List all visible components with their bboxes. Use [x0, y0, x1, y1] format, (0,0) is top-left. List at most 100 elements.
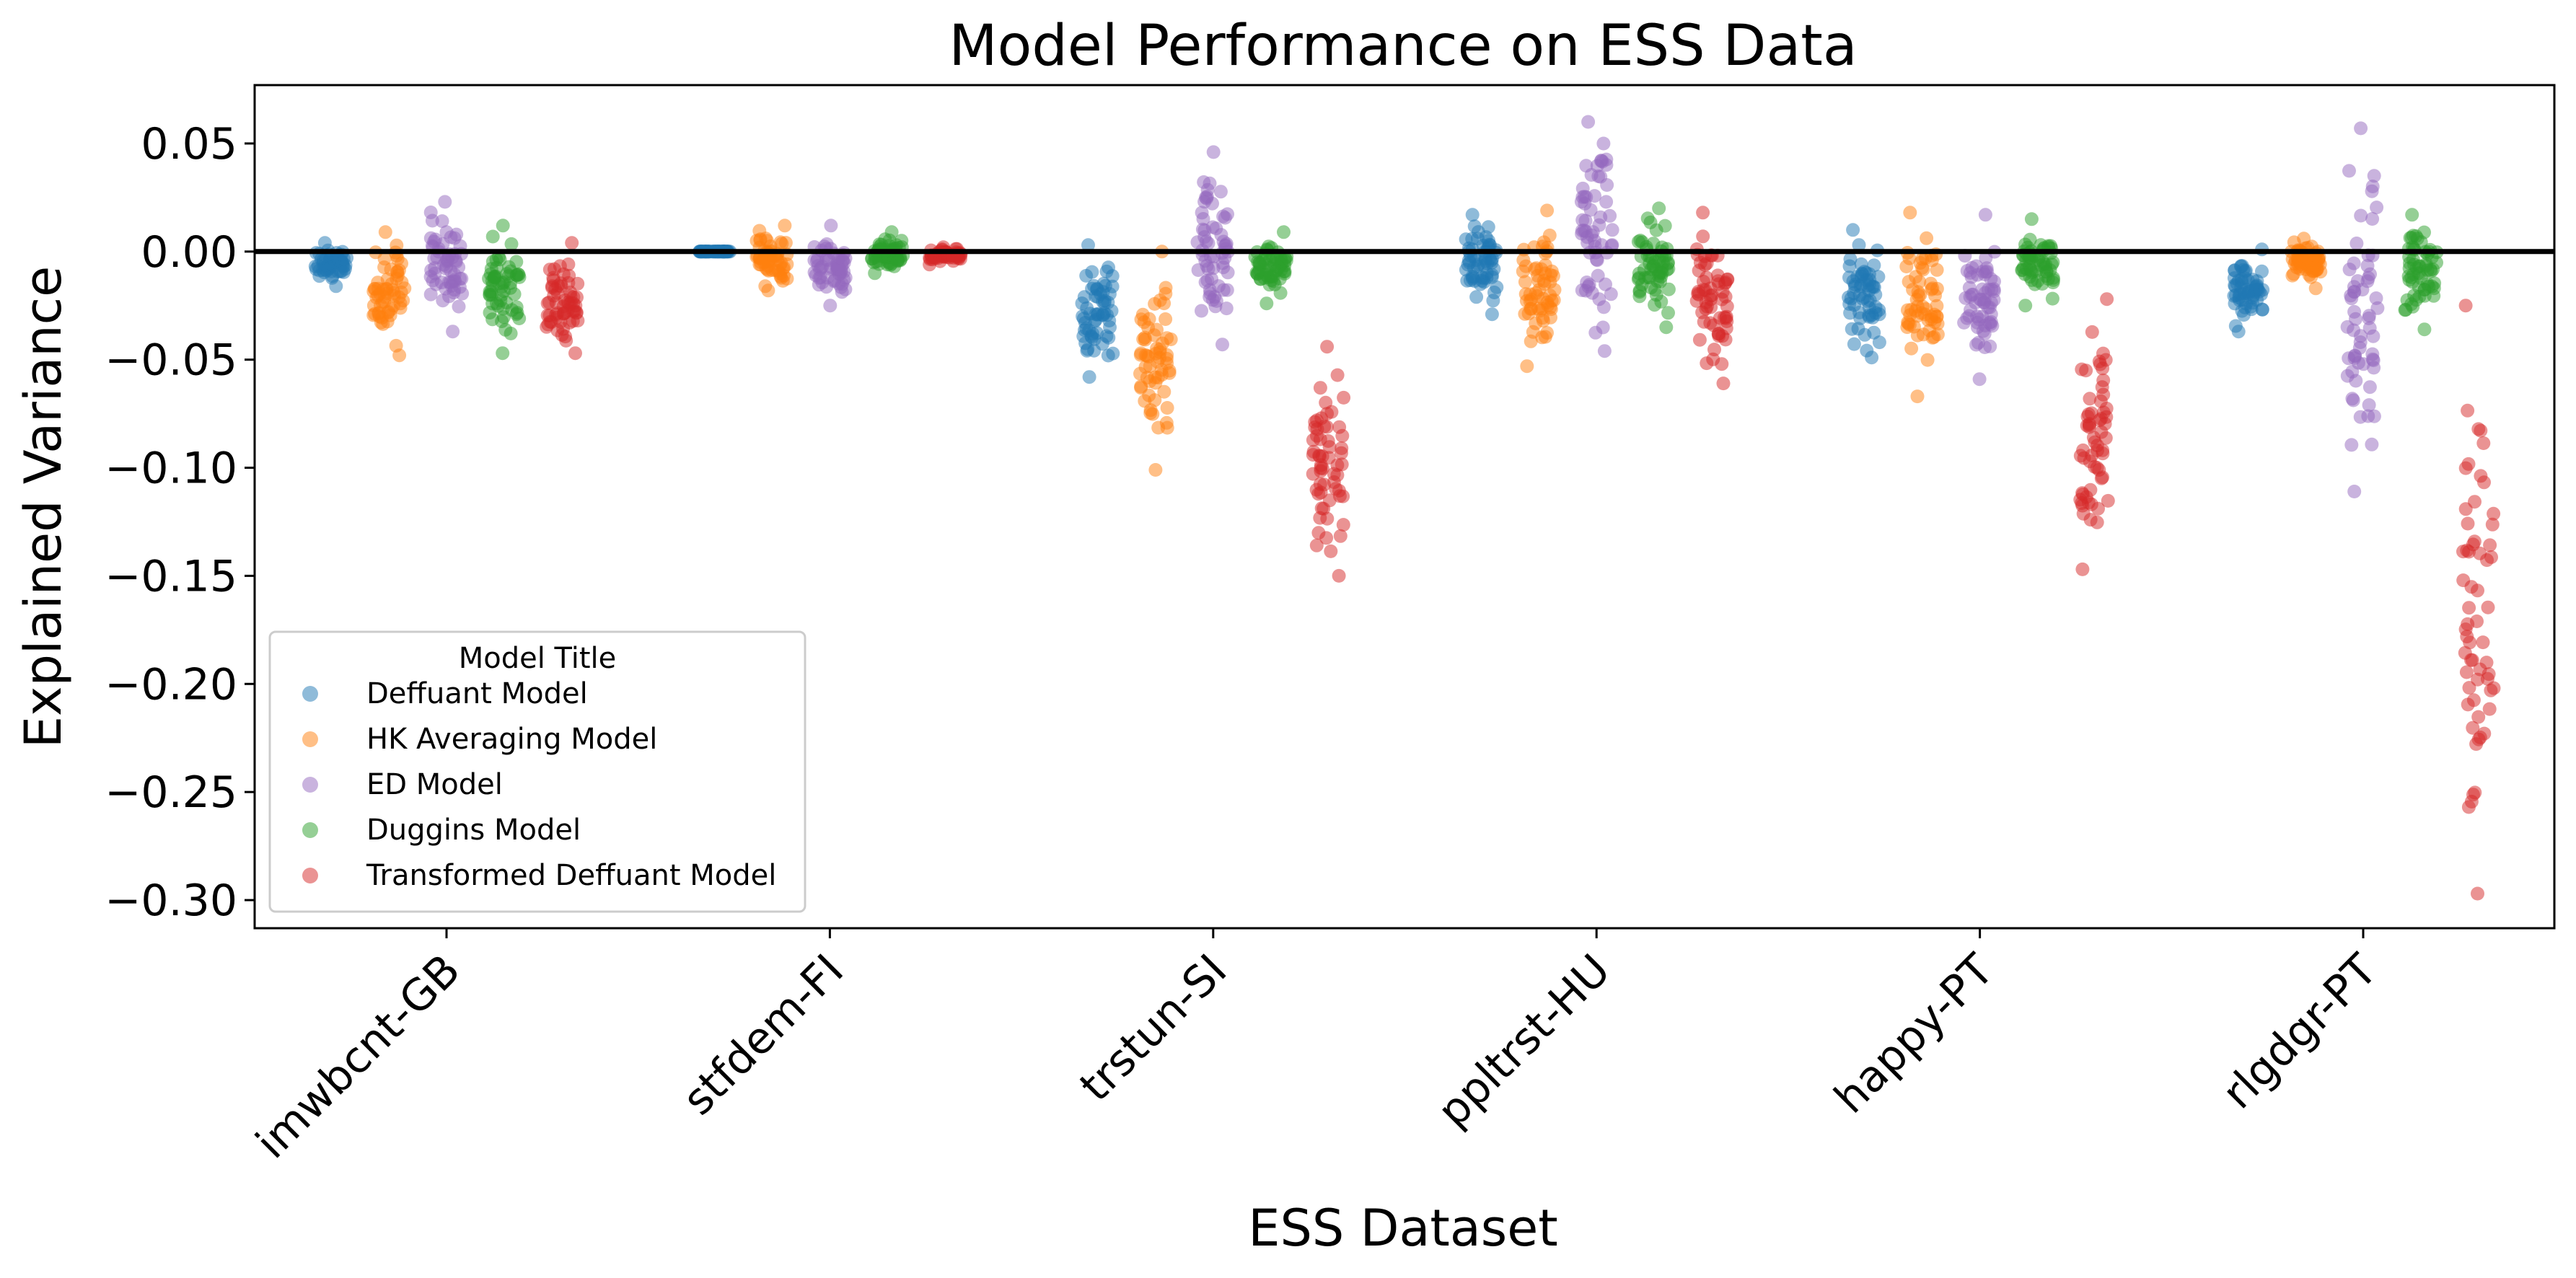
data-point [1138, 348, 1153, 362]
data-point [1718, 289, 1733, 304]
legend-item-label: HK Averaging Model [366, 723, 657, 756]
data-point [1597, 344, 1612, 358]
data-point [1197, 223, 1212, 237]
data-point [1523, 287, 1537, 301]
data-point [2349, 374, 2363, 388]
data-point [1319, 531, 1334, 545]
legend-item-label: Duggins Model [366, 814, 581, 847]
data-point [2079, 363, 2093, 378]
data-point [1581, 236, 1595, 250]
data-point [1469, 290, 1484, 304]
data-point [1540, 203, 1555, 218]
data-point [1716, 376, 1731, 391]
data-point [1692, 284, 1705, 299]
data-points [308, 115, 2501, 901]
data-point [2481, 600, 2495, 614]
data-point [1271, 260, 1285, 274]
data-point [1594, 154, 1609, 168]
data-point [1332, 420, 1347, 434]
data-point [2101, 493, 2115, 508]
data-point [1201, 236, 1216, 250]
data-point [1148, 463, 1163, 477]
data-point [1599, 195, 1614, 209]
data-point [1912, 288, 1926, 303]
data-point [1320, 340, 1335, 354]
data-point [378, 225, 392, 239]
data-point [1524, 301, 1538, 316]
data-point [1544, 264, 1559, 278]
data-point [1907, 320, 1921, 334]
data-point [1908, 304, 1922, 318]
data-point [2018, 299, 2033, 313]
data-point [2080, 410, 2095, 423]
data-point [2461, 617, 2475, 631]
data-point [438, 195, 452, 209]
data-point [2461, 800, 2476, 814]
data-point [1696, 206, 1710, 220]
data-point [571, 276, 585, 291]
data-point [1852, 238, 1866, 252]
data-point [454, 271, 469, 286]
data-point [2350, 274, 2365, 288]
data-point [1715, 329, 1730, 343]
data-point [389, 338, 403, 353]
data-point [775, 261, 790, 276]
data-point [2464, 653, 2478, 667]
data-point [1596, 136, 1611, 151]
data-point [2466, 788, 2480, 802]
data-point [2041, 272, 2055, 286]
data-point [2466, 693, 2481, 708]
data-point [2347, 485, 2362, 498]
data-point [496, 219, 510, 233]
data-point [2461, 403, 2475, 418]
data-point [1209, 221, 1223, 236]
data-point [1711, 274, 1726, 288]
data-point [1309, 538, 1324, 552]
plot-frame [253, 84, 2556, 930]
data-point [2476, 635, 2490, 650]
legend-title: Model Title [459, 642, 617, 675]
data-point [1197, 175, 1211, 189]
data-point [2471, 886, 2484, 901]
data-point [2483, 538, 2497, 552]
data-point [1910, 389, 1925, 404]
data-point [1218, 251, 1232, 265]
data-point [435, 214, 449, 229]
y-tick-label: −0.20 [105, 659, 237, 710]
data-point [1698, 258, 1712, 272]
legend-marker [302, 822, 318, 838]
data-point [2024, 212, 2039, 226]
data-point [556, 307, 571, 321]
data-point [2476, 436, 2491, 450]
data-point [493, 294, 508, 308]
data-point [542, 309, 557, 322]
data-point [761, 259, 775, 273]
data-point [2075, 562, 2090, 576]
legend: Model Title Deffuant Model HK Averaging M… [268, 630, 806, 913]
data-point [2362, 321, 2377, 335]
data-point [1148, 376, 1163, 390]
data-point [2365, 184, 2379, 198]
data-point [2473, 731, 2487, 744]
data-point [1085, 330, 1099, 345]
data-point [2093, 394, 2108, 408]
data-point [1659, 320, 1674, 335]
data-point [1542, 228, 1557, 242]
data-point [488, 270, 502, 285]
data-point [2480, 553, 2494, 568]
data-point [2287, 267, 2301, 281]
data-point [2487, 506, 2501, 521]
data-point [1526, 325, 1540, 339]
data-point [869, 255, 883, 269]
data-point [1322, 440, 1337, 454]
data-point [1211, 279, 1226, 294]
data-point [1082, 370, 1096, 384]
data-point [2249, 279, 2264, 294]
data-point [1160, 331, 1174, 345]
data-point [495, 314, 509, 328]
data-point [1584, 168, 1599, 182]
data-point [550, 323, 565, 338]
y-tick-label: −0.10 [105, 444, 237, 494]
data-point [390, 265, 404, 279]
